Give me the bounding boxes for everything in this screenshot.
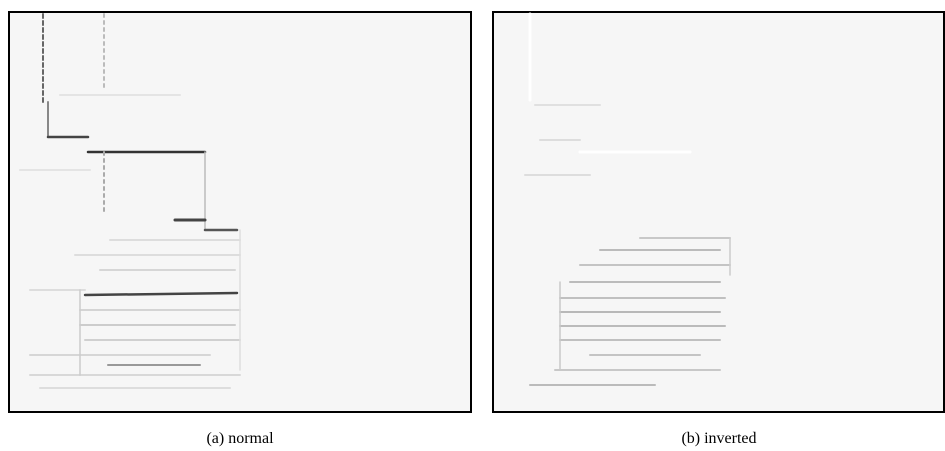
- caption: (b) inverted: [681, 430, 756, 447]
- figure: (a) normal (b) inverted: [0, 0, 945, 451]
- page: (a) normal (b) inverted (() => { const d…: [0, 0, 945, 451]
- caption: (a) normal: [206, 430, 274, 447]
- panel-a: [9, 12, 471, 412]
- panel-b: [493, 12, 944, 412]
